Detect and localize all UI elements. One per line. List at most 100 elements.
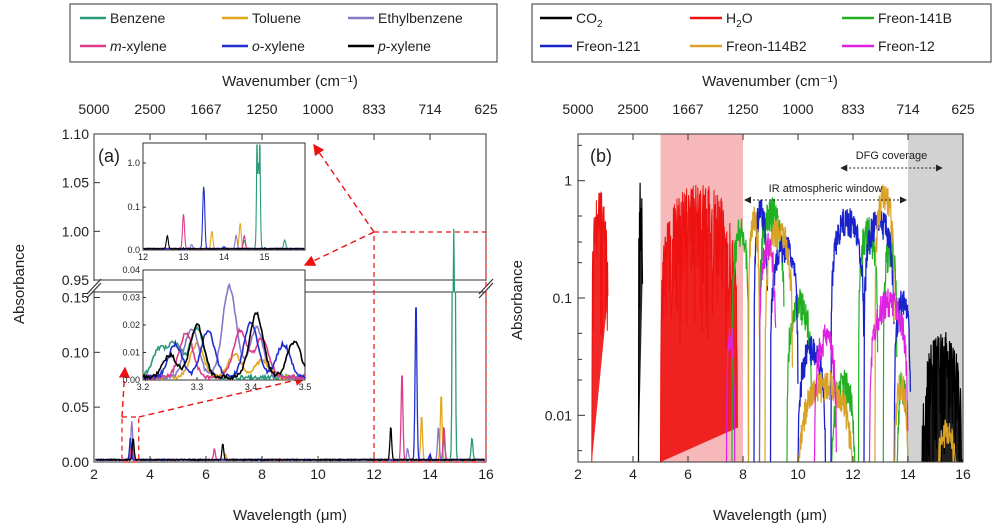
legend-b-label-Freon-141B: Freon-141B	[878, 10, 952, 26]
panel-b-xtick-label-8: 8	[739, 466, 747, 482]
panel-b-x2tick-label-625: 625	[951, 101, 975, 117]
panel-b-series-Freon-12-3	[868, 288, 909, 462]
legend-a-label-p-xylene: p-xylene	[377, 38, 431, 54]
inset2-series-Ethylbenzene	[142, 282, 306, 382]
panel-a-zoom-arrow-1	[138, 374, 307, 418]
panel-a-x2tick-label-2500: 2500	[134, 101, 165, 117]
panel-b-xtick-label-12: 12	[845, 466, 861, 482]
panel-b-x2tick-label-1000: 1000	[782, 101, 813, 117]
panel-b-series-Freon-114B2-4	[894, 373, 909, 462]
panel-b: Wavenumber (cm⁻¹) Absorbance Wavelength …	[509, 73, 975, 524]
inset1-xtick-label-12: 12	[138, 252, 148, 262]
legend-b: CO2 H2O Freon-141B Freon-121 Freon-114B2 Freo…	[531, 3, 992, 63]
legend-a-label-Benzene: Benzene	[110, 10, 165, 26]
panel-a-x2tick-label-1250: 1250	[246, 101, 277, 117]
panel-b-plot-area	[591, 182, 963, 462]
inset1-ytick-label-0.1: 0.1	[127, 202, 140, 212]
panel-b-series-Freon-114B2-2	[798, 369, 853, 462]
panel-b-x2tick-label-714: 714	[896, 101, 920, 117]
legend-a-label-Ethylbenzene: Ethylbenzene	[378, 10, 463, 26]
panel-a-ytick-label-0.95: 0.95	[62, 272, 89, 288]
inset2-series-p-xylene	[142, 311, 306, 381]
panel-b-x2tick-label-5000: 5000	[562, 101, 593, 117]
panel-b-xtick-label-4: 4	[629, 466, 637, 482]
legend-b-label-H2O: H2O	[726, 10, 753, 30]
panel-b-x2tick-label-2500: 2500	[617, 101, 648, 117]
panel-b-series-CO2-0	[637, 182, 644, 462]
panel-b-xtick-label-2: 2	[574, 466, 582, 482]
legend-b-box	[531, 3, 992, 63]
panel-b-y-label: Absorbance	[509, 260, 526, 340]
panel-a-y-label: Absorbance	[11, 244, 28, 324]
legend-a: Benzene Toluene Ethylbenzene m-xylene o-xyle…	[69, 3, 498, 63]
panel-a-ytick-label-0.00: 0.00	[62, 454, 89, 470]
legend-a-box	[69, 3, 498, 63]
legend-b-label-Freon-12: Freon-12	[878, 38, 935, 54]
inset2-ytick-label-0.02: 0.02	[122, 320, 140, 330]
panel-b-series-Freon-121-4	[863, 207, 895, 462]
inset1-ytick-label-1.0: 1.0	[127, 158, 140, 168]
inset2-series-Benzene	[142, 325, 306, 382]
annot-dfg-label: DFG coverage	[856, 150, 928, 162]
panel-a-zoom-arrow-2	[303, 231, 375, 266]
panel-b-series-Freon-121-1	[769, 232, 799, 462]
inset2-ytick-label-0.03: 0.03	[122, 293, 140, 303]
inset1-series-p-xylene	[143, 234, 305, 251]
panel-a-xtick-label-12: 12	[366, 466, 382, 482]
panel-b-series-Freon-141B-0	[731, 218, 750, 462]
panel-b-series-Freon-121-3	[830, 208, 865, 462]
inset1-ytick-label-0.0: 0.0	[127, 245, 140, 255]
panel-a-ytick-label-0.05: 0.05	[62, 399, 89, 415]
panel-b-series-Freon-141B-2	[786, 288, 812, 462]
panel-a-zoom-box-large	[373, 231, 487, 463]
panel-b-series-Freon-121-5	[893, 290, 912, 462]
panel-a-x-label: Wavelength (μm)	[233, 507, 347, 524]
panel-b-series-Freon-12-0	[725, 326, 736, 462]
panel-b-x2tick-label-1250: 1250	[727, 101, 758, 117]
panel-a-x2tick-label-1000: 1000	[302, 101, 333, 117]
panel-b-series-Freon-12-2	[813, 324, 837, 462]
panel-a-zoom-box-small	[121, 416, 140, 463]
panel-a-series-p-xylene	[95, 427, 485, 462]
annot-ir-window-label: IR atmospheric window	[769, 183, 883, 195]
panel-b-x2-label: Wavenumber (cm⁻¹)	[702, 73, 838, 90]
inset2-xtick-label-3.5: 3.5	[299, 382, 312, 392]
panel-b-series-Freon-114B2-0	[747, 206, 761, 462]
panel-a-break-mark-1	[86, 282, 102, 299]
panel-a-xtick-label-14: 14	[422, 466, 438, 482]
inset1-xtick-label-14: 14	[219, 252, 229, 262]
panel-a-series-m-xylene	[95, 375, 486, 462]
panel-b-series-Freon-114B2-5	[935, 419, 958, 462]
legend-b-label-Freon-121: Freon-121	[576, 38, 641, 54]
panel-a-break-mark-3	[478, 282, 494, 299]
inset1-xtick-label-15: 15	[259, 252, 269, 262]
panel-a-zoom-arrow-0	[118, 366, 130, 418]
panel-a-xtick-label-10: 10	[310, 466, 326, 482]
panel-a-ytick-label-0.15: 0.15	[62, 289, 89, 305]
panel-b-ytick-label-1: 1	[564, 173, 572, 189]
legend-a-label-o-xylene: o-xylene	[252, 38, 305, 54]
panel-b-series-H2O-0	[591, 191, 609, 462]
panel-a-zoom-arrow-3	[313, 143, 375, 233]
panel-a-xtick-label-2: 2	[90, 466, 98, 482]
panel-b-xtick-label-14: 14	[900, 466, 916, 482]
legend-a-label-m-xylene: m-xylene	[110, 38, 167, 54]
legend-b-label-Freon-114B2: Freon-114B2	[726, 38, 807, 54]
inset2-xtick-label-3.2: 3.2	[137, 382, 150, 392]
panel-a-ytick-label-1.00: 1.00	[62, 223, 89, 239]
inset2-frame	[142, 269, 306, 381]
panel-a-label: (a)	[98, 146, 120, 166]
panel-a-xtick-label-6: 6	[202, 466, 210, 482]
panel-a-xtick-label-8: 8	[258, 466, 266, 482]
panel-a-series-Ethylbenzene	[95, 420, 485, 462]
panel-a-ytick-label-0.10: 0.10	[62, 344, 89, 360]
panel-b-label: (b)	[590, 146, 612, 166]
panel-a-series-Toluene	[95, 396, 485, 462]
panel-b-x-label: Wavelength (μm)	[713, 507, 827, 524]
panel-b-x2tick-label-833: 833	[841, 101, 865, 117]
inset2-ytick-label-0.00: 0.00	[122, 375, 140, 385]
panel-a-break-mark-0	[86, 278, 102, 295]
panel-a-x2tick-label-625: 625	[474, 101, 498, 117]
panel-b-ytick-label-0.1: 0.1	[553, 290, 573, 306]
